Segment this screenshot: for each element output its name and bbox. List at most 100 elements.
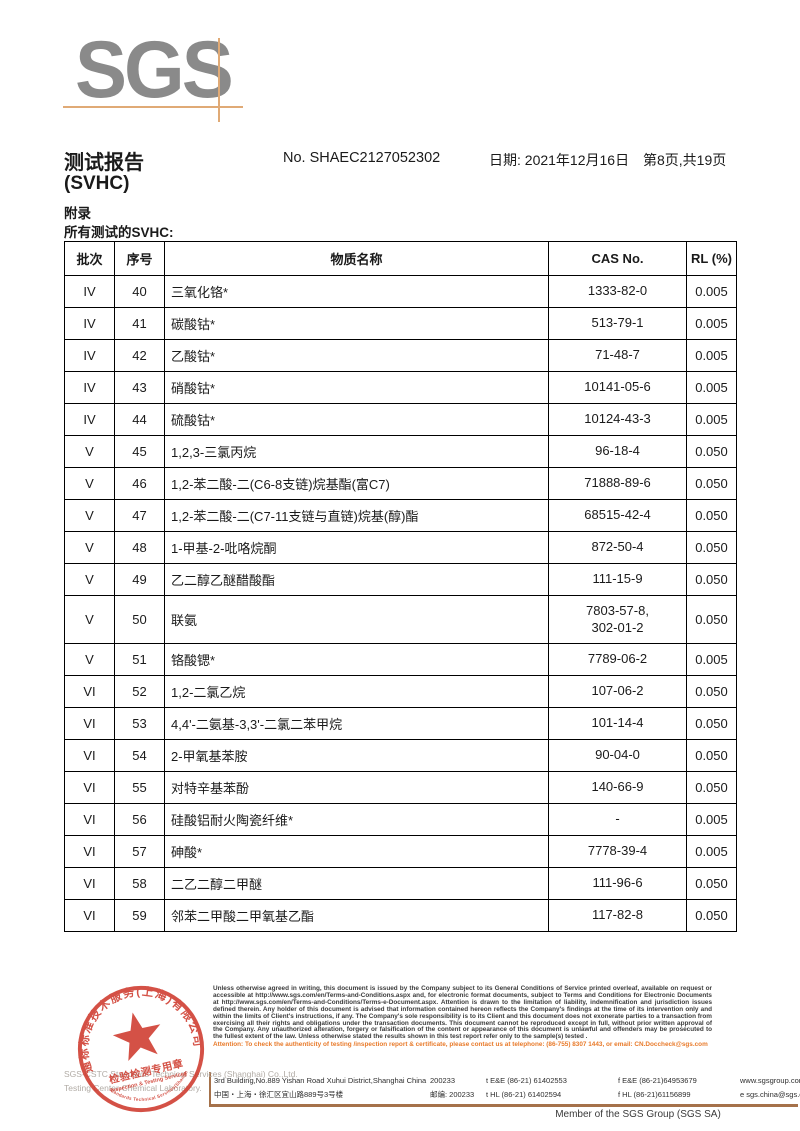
batch-cell: VI bbox=[64, 739, 115, 772]
index-cell: 52 bbox=[114, 675, 165, 708]
index-cell: 45 bbox=[114, 435, 165, 468]
table-row: V 45 1,2,3-三氯丙烷 96-18-4 0.050 bbox=[64, 435, 737, 468]
substance-cell: 砷酸* bbox=[164, 835, 549, 868]
table-row: VI 59 邻苯二甲酸二甲氧基乙酯 117-82-8 0.050 bbox=[64, 899, 737, 932]
substance-cell: 联氨 bbox=[164, 595, 549, 644]
column-header: 序号 bbox=[114, 241, 165, 276]
batch-cell: V bbox=[64, 563, 115, 596]
index-cell: 51 bbox=[114, 643, 165, 676]
column-header: 物质名称 bbox=[164, 241, 549, 276]
company-name-lines: SGS-CSTC Standards Technical Services (S… bbox=[64, 1067, 298, 1096]
table-row: V 51 铬酸锶* 7789-06-2 0.005 bbox=[64, 643, 737, 676]
index-cell: 58 bbox=[114, 867, 165, 900]
batch-cell: IV bbox=[64, 371, 115, 404]
address-en: 3rd Building,No.889 Yishan Road Xuhui Di… bbox=[214, 1076, 427, 1085]
rl-cell: 0.050 bbox=[686, 467, 737, 500]
cas-cell: 140-66-9 bbox=[548, 771, 687, 804]
rl-cell: 0.050 bbox=[686, 867, 737, 900]
batch-cell: IV bbox=[64, 275, 115, 308]
rl-cell: 0.050 bbox=[686, 707, 737, 740]
table-row: IV 42 乙酸钴* 71-48-7 0.005 bbox=[64, 339, 737, 372]
rl-cell: 0.050 bbox=[686, 531, 737, 564]
rl-cell: 0.050 bbox=[686, 435, 737, 468]
svhc-table-body: IV 40 三氧化铬* 1333-82-0 0.005 IV 41 碳酸钴* 513-79-1 0… bbox=[64, 275, 737, 932]
email: e sgs.china@sgs.com bbox=[740, 1090, 800, 1099]
substance-cell: 4,4'-二氨基-3,3'-二氯二苯甲烷 bbox=[164, 707, 549, 740]
batch-cell: V bbox=[64, 435, 115, 468]
logo-vertical-line bbox=[218, 38, 220, 122]
table-row: V 47 1,2-苯二酸-二(C7-11支链与直链)烷基(醇)酯 68515-42-4… bbox=[64, 499, 737, 532]
index-cell: 54 bbox=[114, 739, 165, 772]
inspection-stamp: 通标标准技术服务(上海)有限公司 SGS-CSTC Standards Tech… bbox=[63, 972, 206, 1113]
substance-cell: 二乙二醇二甲醚 bbox=[164, 867, 549, 900]
batch-cell: V bbox=[64, 531, 115, 564]
batch-cell: V bbox=[64, 499, 115, 532]
table-row: VI 56 硅酸铝耐火陶瓷纤维* -0.005 bbox=[64, 803, 737, 836]
substance-cell: 铬酸锶* bbox=[164, 643, 549, 676]
rl-cell: 0.005 bbox=[686, 643, 737, 676]
index-cell: 47 bbox=[114, 499, 165, 532]
sgs-logo-text: SGS bbox=[75, 23, 234, 115]
table-row: VI 52 1,2-二氯乙烷 107-06-2 0.050 bbox=[64, 675, 737, 708]
table-row: V 48 1-甲基-2-吡咯烷酮 872-50-4 0.050 bbox=[64, 531, 737, 564]
index-cell: 53 bbox=[114, 707, 165, 740]
cas-cell: 10141-05-6 bbox=[548, 371, 687, 404]
batch-cell: V bbox=[64, 643, 115, 676]
substance-cell: 对特辛基苯酚 bbox=[164, 771, 549, 804]
substance-cell: 三氧化铬* bbox=[164, 275, 549, 308]
postcode-en: 200233 bbox=[430, 1076, 456, 1085]
rl-cell: 0.005 bbox=[686, 403, 737, 436]
batch-cell: IV bbox=[64, 339, 115, 372]
address-row-en: 3rd Building,No.889 Yishan Road Xuhui Di… bbox=[214, 1074, 800, 1088]
index-cell: 43 bbox=[114, 371, 165, 404]
postcode-cn: 邮编: 200233 bbox=[430, 1090, 475, 1099]
cas-cell: 71888-89-6 bbox=[548, 467, 687, 500]
substance-cell: 乙二醇乙醚醋酸酯 bbox=[164, 563, 549, 596]
substance-cell: 1,2,3-三氯丙烷 bbox=[164, 435, 549, 468]
table-row: VI 58 二乙二醇二甲醚 111-96-6 0.050 bbox=[64, 867, 737, 900]
cas-cell: 7803-57-8, 302-01-2 bbox=[548, 595, 687, 644]
rl-cell: 0.050 bbox=[686, 499, 737, 532]
cas-cell: 68515-42-4 bbox=[548, 499, 687, 532]
index-cell: 44 bbox=[114, 403, 165, 436]
cas-cell: 107-06-2 bbox=[548, 675, 687, 708]
rl-cell: 0.005 bbox=[686, 803, 737, 836]
footer-rule-line bbox=[209, 1104, 798, 1107]
logo-horizontal-line bbox=[63, 106, 243, 108]
report-date: 日期: 2021年12月16日 bbox=[489, 152, 630, 168]
tel-ee: t E&E (86-21) 61402553 bbox=[486, 1076, 567, 1085]
table-row: VI 55 对特辛基苯酚 140-66-9 0.050 bbox=[64, 771, 737, 804]
svhc-table: 批次 序号 物质名称 CAS No. RL (%) IV 40 三氧化铬* 1333-82-0… bbox=[64, 241, 737, 932]
cas-cell: 10124-43-3 bbox=[548, 403, 687, 436]
index-cell: 49 bbox=[114, 563, 165, 596]
cas-cell: 96-18-4 bbox=[548, 435, 687, 468]
batch-cell: VI bbox=[64, 675, 115, 708]
page-indicator: 第8页,共19页 bbox=[643, 152, 727, 168]
index-cell: 40 bbox=[114, 275, 165, 308]
address-block: 3rd Building,No.889 Yishan Road Xuhui Di… bbox=[214, 1074, 800, 1102]
member-text: Member of the SGS Group (SGS SA) bbox=[555, 1109, 721, 1120]
column-header: RL (%) bbox=[686, 241, 737, 276]
cas-cell: 90-04-0 bbox=[548, 739, 687, 772]
rl-cell: 0.050 bbox=[686, 899, 737, 932]
rl-cell: 0.005 bbox=[686, 371, 737, 404]
substance-cell: 硝酸钴* bbox=[164, 371, 549, 404]
legal-disclaimer: Unless otherwise agreed in writing, this… bbox=[213, 985, 712, 1041]
cas-cell: 513-79-1 bbox=[548, 307, 687, 340]
index-cell: 42 bbox=[114, 339, 165, 372]
appendix-label: 附录 bbox=[64, 206, 91, 221]
index-cell: 57 bbox=[114, 835, 165, 868]
column-header: CAS No. bbox=[548, 241, 687, 276]
rl-cell: 0.005 bbox=[686, 307, 737, 340]
table-row: IV 40 三氧化铬* 1333-82-0 0.005 bbox=[64, 275, 737, 308]
table-header-row: 批次 序号 物质名称 CAS No. RL (%) bbox=[64, 241, 737, 276]
cas-cell: 872-50-4 bbox=[548, 531, 687, 564]
rl-cell: 0.005 bbox=[686, 339, 737, 372]
company-lab: Testing Center-Chemical Laboratory. bbox=[64, 1083, 202, 1094]
rl-cell: 0.005 bbox=[686, 835, 737, 868]
batch-cell: VI bbox=[64, 899, 115, 932]
substance-cell: 1-甲基-2-吡咯烷酮 bbox=[164, 531, 549, 564]
cas-cell: 7778-39-4 bbox=[548, 835, 687, 868]
cas-cell: 71-48-7 bbox=[548, 339, 687, 372]
